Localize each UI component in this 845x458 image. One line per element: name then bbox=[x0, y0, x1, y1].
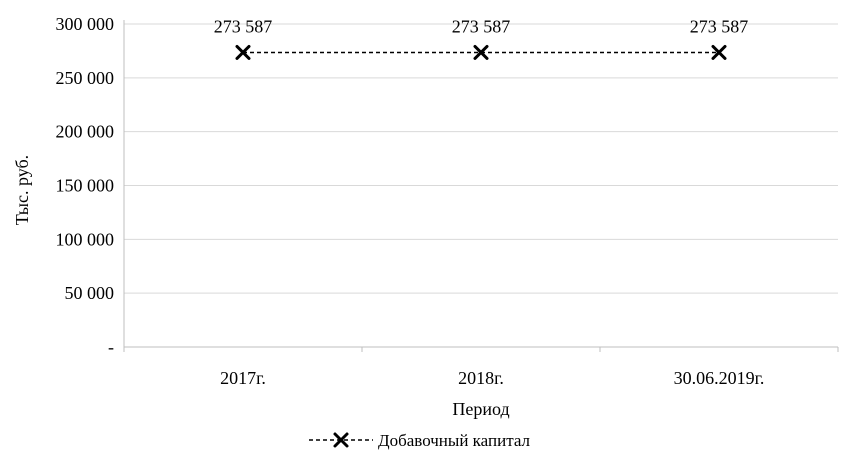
x-tick-label: 2017г. bbox=[220, 368, 266, 388]
grid-lines bbox=[124, 23, 838, 294]
legend-label: Добавочный капитал bbox=[378, 431, 531, 450]
legend: Добавочный капитал bbox=[309, 431, 531, 450]
x-axis-ticks: 2017г. 2018г. 30.06.2019г. bbox=[220, 368, 764, 388]
y-tick-label: 150 000 bbox=[56, 176, 115, 196]
data-label: 273 587 bbox=[452, 16, 511, 36]
x-axis-title: Период bbox=[452, 399, 509, 419]
x-tick-label: 2018г. bbox=[458, 368, 504, 388]
y-tick-label: 250 000 bbox=[56, 68, 115, 88]
data-point-marker bbox=[473, 44, 489, 60]
data-label: 273 587 bbox=[690, 16, 749, 36]
data-labels: 273 587 273 587 273 587 bbox=[214, 16, 749, 36]
y-axis-title: Тыс. руб. bbox=[12, 155, 32, 225]
y-tick-label: - bbox=[108, 337, 114, 357]
series-layer bbox=[235, 44, 727, 60]
legend-x-marker bbox=[333, 432, 349, 448]
y-tick-label: 50 000 bbox=[65, 283, 115, 303]
data-point-marker bbox=[711, 44, 727, 60]
data-label: 273 587 bbox=[214, 16, 273, 36]
y-axis-ticks: 300 000 250 000 200 000 150 000 100 000 50 00… bbox=[56, 14, 115, 357]
data-point-marker bbox=[235, 44, 251, 60]
y-tick-label: 200 000 bbox=[56, 122, 115, 142]
y-tick-label: 100 000 bbox=[56, 229, 115, 249]
legend-marker-x-icon bbox=[333, 432, 349, 448]
y-tick-label: 300 000 bbox=[56, 14, 115, 34]
axes bbox=[123, 20, 839, 352]
x-tick-label: 30.06.2019г. bbox=[674, 368, 765, 388]
